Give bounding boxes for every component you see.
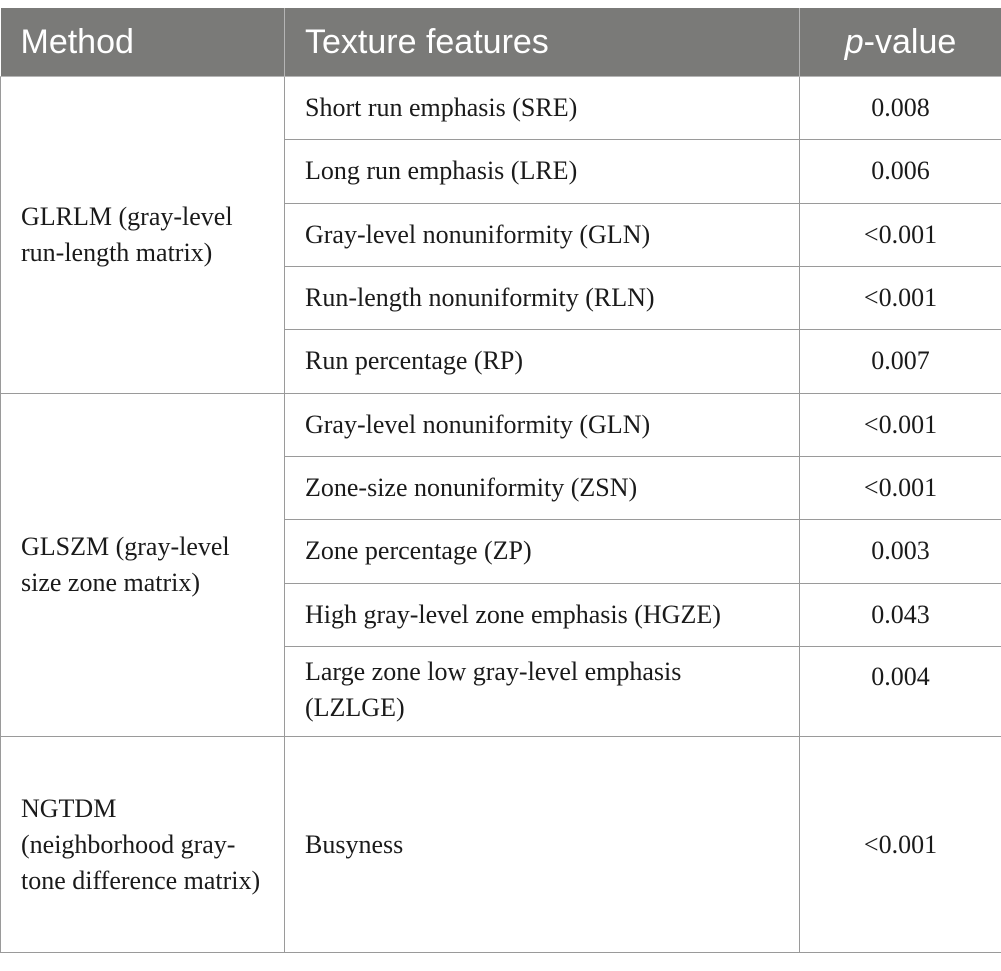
texture-features-table: Method Texture features p-value GLRLM (g…	[0, 8, 1001, 953]
p-value-cell: 0.008	[799, 75, 1001, 141]
table-row: High gray-level zone emphasis (HGZE) 0.0…	[1, 582, 1001, 647]
p-value-cell: 0.003	[799, 519, 1001, 584]
table-row: Zone percentage (ZP) 0.003	[1, 519, 1001, 584]
table-row: GLRLM (gray-level run-length matrix) Sho…	[0, 75, 1001, 394]
feature-cell: Long run emphasis (LRE)	[284, 139, 800, 204]
feature-cell: Zone-size nonuniformity (ZSN)	[284, 455, 800, 521]
p-value-cell: 0.043	[799, 582, 1001, 647]
header-p-suffix: -value	[863, 22, 957, 61]
feature-cell: Large zone low gray-level emphasis (LZLG…	[284, 645, 800, 738]
p-value-cell: 0.006	[799, 139, 1001, 204]
p-value-cell: <0.001	[799, 265, 1001, 331]
feature-cell: Zone percentage (ZP)	[284, 519, 800, 584]
method-cell-ngtdm: NGTDM (neighborhood gray-tone difference…	[0, 736, 285, 953]
header-p-italic: p	[844, 22, 864, 61]
p-value-cell: <0.001	[799, 202, 1001, 267]
p-value-cell: 0.007	[799, 329, 1001, 394]
header-texture-features: Texture features	[284, 8, 800, 77]
table-row: Long run emphasis (LRE) 0.006	[1, 139, 1001, 204]
feature-cell: Run-length nonuniformity (RLN)	[284, 265, 800, 331]
p-value-cell: <0.001	[799, 736, 1001, 953]
table-body: GLRLM (gray-level run-length matrix) Sho…	[0, 75, 1001, 953]
feature-cell: Busyness	[284, 736, 800, 953]
header-row: Method Texture features p-value	[0, 8, 1001, 77]
header-p-value: p-value	[799, 8, 1001, 77]
p-value-cell: 0.004	[799, 645, 1001, 738]
feature-cell: Gray-level nonuniformity (GLN)	[284, 202, 800, 267]
p-value-cell: <0.001	[799, 455, 1001, 521]
feature-cell: Gray-level nonuniformity (GLN)	[284, 392, 800, 457]
table-row: NGTDM (neighborhood gray-tone difference…	[0, 736, 1001, 953]
table-header: Method Texture features p-value	[0, 8, 1001, 77]
table-row: GLSZM (gray-level size zone matrix) Gray…	[0, 392, 1001, 738]
method-cell-glszm: GLSZM (gray-level size zone matrix)	[0, 392, 285, 738]
p-value-cell: <0.001	[799, 392, 1001, 457]
header-method: Method	[0, 8, 285, 77]
feature-cell: Short run emphasis (SRE)	[284, 75, 800, 141]
feature-cell: High gray-level zone emphasis (HGZE)	[284, 582, 800, 647]
table-row: Large zone low gray-level emphasis (LZLG…	[1, 645, 1001, 738]
method-cell-glrlm: GLRLM (gray-level run-length matrix)	[0, 76, 285, 394]
table-row: Zone-size nonuniformity (ZSN) <0.001	[1, 455, 1001, 521]
feature-cell: Run percentage (RP)	[284, 329, 800, 394]
